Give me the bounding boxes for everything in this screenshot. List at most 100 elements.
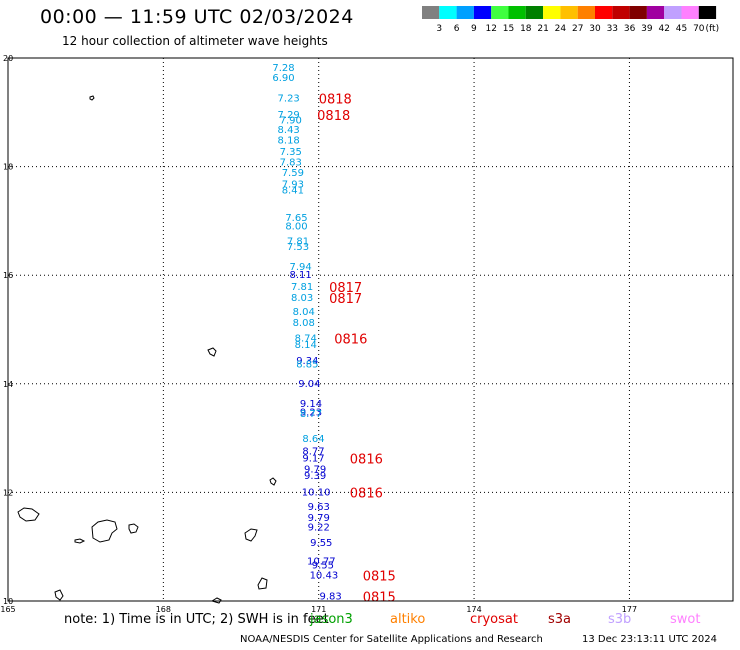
legend-swatch [629, 6, 647, 19]
legend-unit: (ft) [706, 24, 720, 34]
pass-time-label: 0816 [350, 453, 383, 468]
pass-time-label: 0818 [319, 93, 352, 108]
wave-height-legend: 3 6 9 12 15 18 21 24 27 30 33 36 39 42 45 70 (ft) [422, 6, 720, 34]
island-outline [89, 95, 95, 101]
wave-height-label: 8.77 [302, 447, 324, 458]
legend-swatch [508, 6, 526, 19]
wave-height-label: 8.03 [291, 293, 313, 304]
wave-height-label: 9.55 [310, 538, 332, 549]
wave-height-label: 9.22 [308, 523, 330, 534]
wave-height-label: 7.81 [287, 237, 309, 248]
wave-height-label: 7.23 [278, 94, 300, 105]
wave-height-label: 10.77 [307, 556, 336, 567]
legend-tick-label: 36 [624, 24, 636, 34]
island-outline [207, 347, 217, 357]
wave-height-label: 9.39 [304, 471, 326, 482]
island-outline [244, 528, 258, 542]
satellite-s3b: s3b [608, 612, 632, 627]
legend-tick-label: 39 [641, 24, 653, 34]
legend-swatch [681, 6, 699, 19]
wave-height-label: 9.34 [296, 356, 318, 367]
pass-time-label: 0816 [350, 486, 383, 501]
pass-time-label: 0816 [334, 333, 367, 348]
wave-height-label: 9.17 [302, 454, 324, 465]
wave-height-label: 8.64 [302, 434, 324, 445]
wave-height-label: 6.90 [272, 73, 294, 84]
satellite-jason3: jason3 [310, 612, 353, 627]
lon-tick-label: 174 [466, 605, 481, 614]
wave-height-label: 10.43 [310, 570, 339, 581]
legend-tick-label: 6 [454, 24, 460, 34]
wave-height-label: 7.83 [280, 157, 302, 168]
satellite-cryosat: cryosat [470, 612, 518, 627]
island-outline [257, 577, 268, 590]
island-outline [269, 477, 277, 486]
legend-tick-label: 18 [520, 24, 532, 34]
legend-swatch [646, 6, 665, 19]
legend-tick-label: 42 [658, 24, 669, 34]
wave-height-label: 7.90 [280, 115, 302, 126]
wave-height-label: 8.77 [300, 409, 322, 420]
legend-swatch [612, 6, 630, 19]
island-outline [74, 538, 86, 544]
lon-tick-label: 171 [311, 605, 326, 614]
page-subtitle: 12 hour collection of altimeter wave hei… [62, 34, 328, 48]
wave-height-label: 8.14 [295, 340, 317, 351]
wave-height-label: 8.04 [293, 307, 315, 318]
wave-height-label: 7.29 [278, 110, 300, 121]
legend-swatch [491, 6, 509, 19]
wave-height-label: 8.43 [278, 125, 300, 136]
wave-height-label: 9.79 [308, 513, 330, 524]
legend-tick-label: 3 [436, 24, 442, 34]
pass-time-label: 0815 [363, 591, 396, 606]
legend-tick-label: 24 [555, 24, 567, 34]
wave-height-label: 8.41 [282, 185, 304, 196]
wave-height-label: 9.23 [300, 408, 322, 419]
wave-height-label: 8.08 [293, 318, 315, 329]
map-border [7, 57, 734, 602]
wave-height-label: 8.18 [278, 136, 300, 147]
pass-time-label: 0818 [317, 109, 350, 124]
footer-generated-time: 13 Dec 23:13:11 UTC 2024 [582, 634, 717, 645]
lon-tick-label: 177 [622, 605, 637, 614]
legend-tick-label: 70 [693, 24, 705, 34]
wave-height-label: 9.83 [319, 592, 341, 603]
wave-height-label: 7.65 [285, 213, 307, 224]
legend-tick-label: 27 [572, 24, 583, 34]
island-outline [210, 597, 222, 604]
legend-swatch [525, 6, 544, 19]
wave-height-label: 7.81 [291, 282, 313, 293]
satellite-altiko: altiko [390, 612, 426, 627]
wave-height-label: 9.55 [312, 561, 334, 572]
lon-tick-label: 168 [156, 605, 171, 614]
wave-height-label: 7.35 [280, 147, 302, 158]
legend-tick-label: 15 [503, 24, 514, 34]
satellite-s3a: s3a [548, 612, 572, 627]
legend-swatch [595, 6, 613, 19]
legend-swatch [543, 6, 561, 19]
pass-time-label: 0817 [329, 292, 362, 307]
wave-height-label: 8.11 [289, 270, 311, 281]
wave-height-label: 7.94 [289, 262, 311, 273]
wave-height-label: 7.93 [282, 180, 304, 191]
legend-swatch [456, 6, 474, 19]
wave-height-label: 7.53 [287, 242, 309, 253]
legend-swatch [473, 6, 492, 19]
satellite-swot: swot [670, 612, 701, 627]
wave-height-label: 9.63 [308, 502, 330, 513]
legend-swatch [664, 6, 682, 19]
wave-height-label: 9.14 [300, 399, 322, 410]
legend-tick-label: 45 [676, 24, 687, 34]
page-title: 00:00 — 11:59 UTC 02/03/2024 [40, 6, 354, 28]
legend-tick-label: 21 [537, 24, 548, 34]
wave-height-label: 7.59 [282, 168, 304, 179]
island-outline [128, 523, 139, 534]
wave-height-label: 9.04 [298, 379, 320, 390]
island-outline [54, 589, 64, 601]
wave-height-label: 10.10 [302, 487, 331, 498]
legend-swatch [698, 6, 717, 19]
legend-swatch [439, 6, 457, 19]
pass-time-label: 0815 [363, 569, 396, 584]
legend-tick-label: 33 [607, 24, 618, 34]
